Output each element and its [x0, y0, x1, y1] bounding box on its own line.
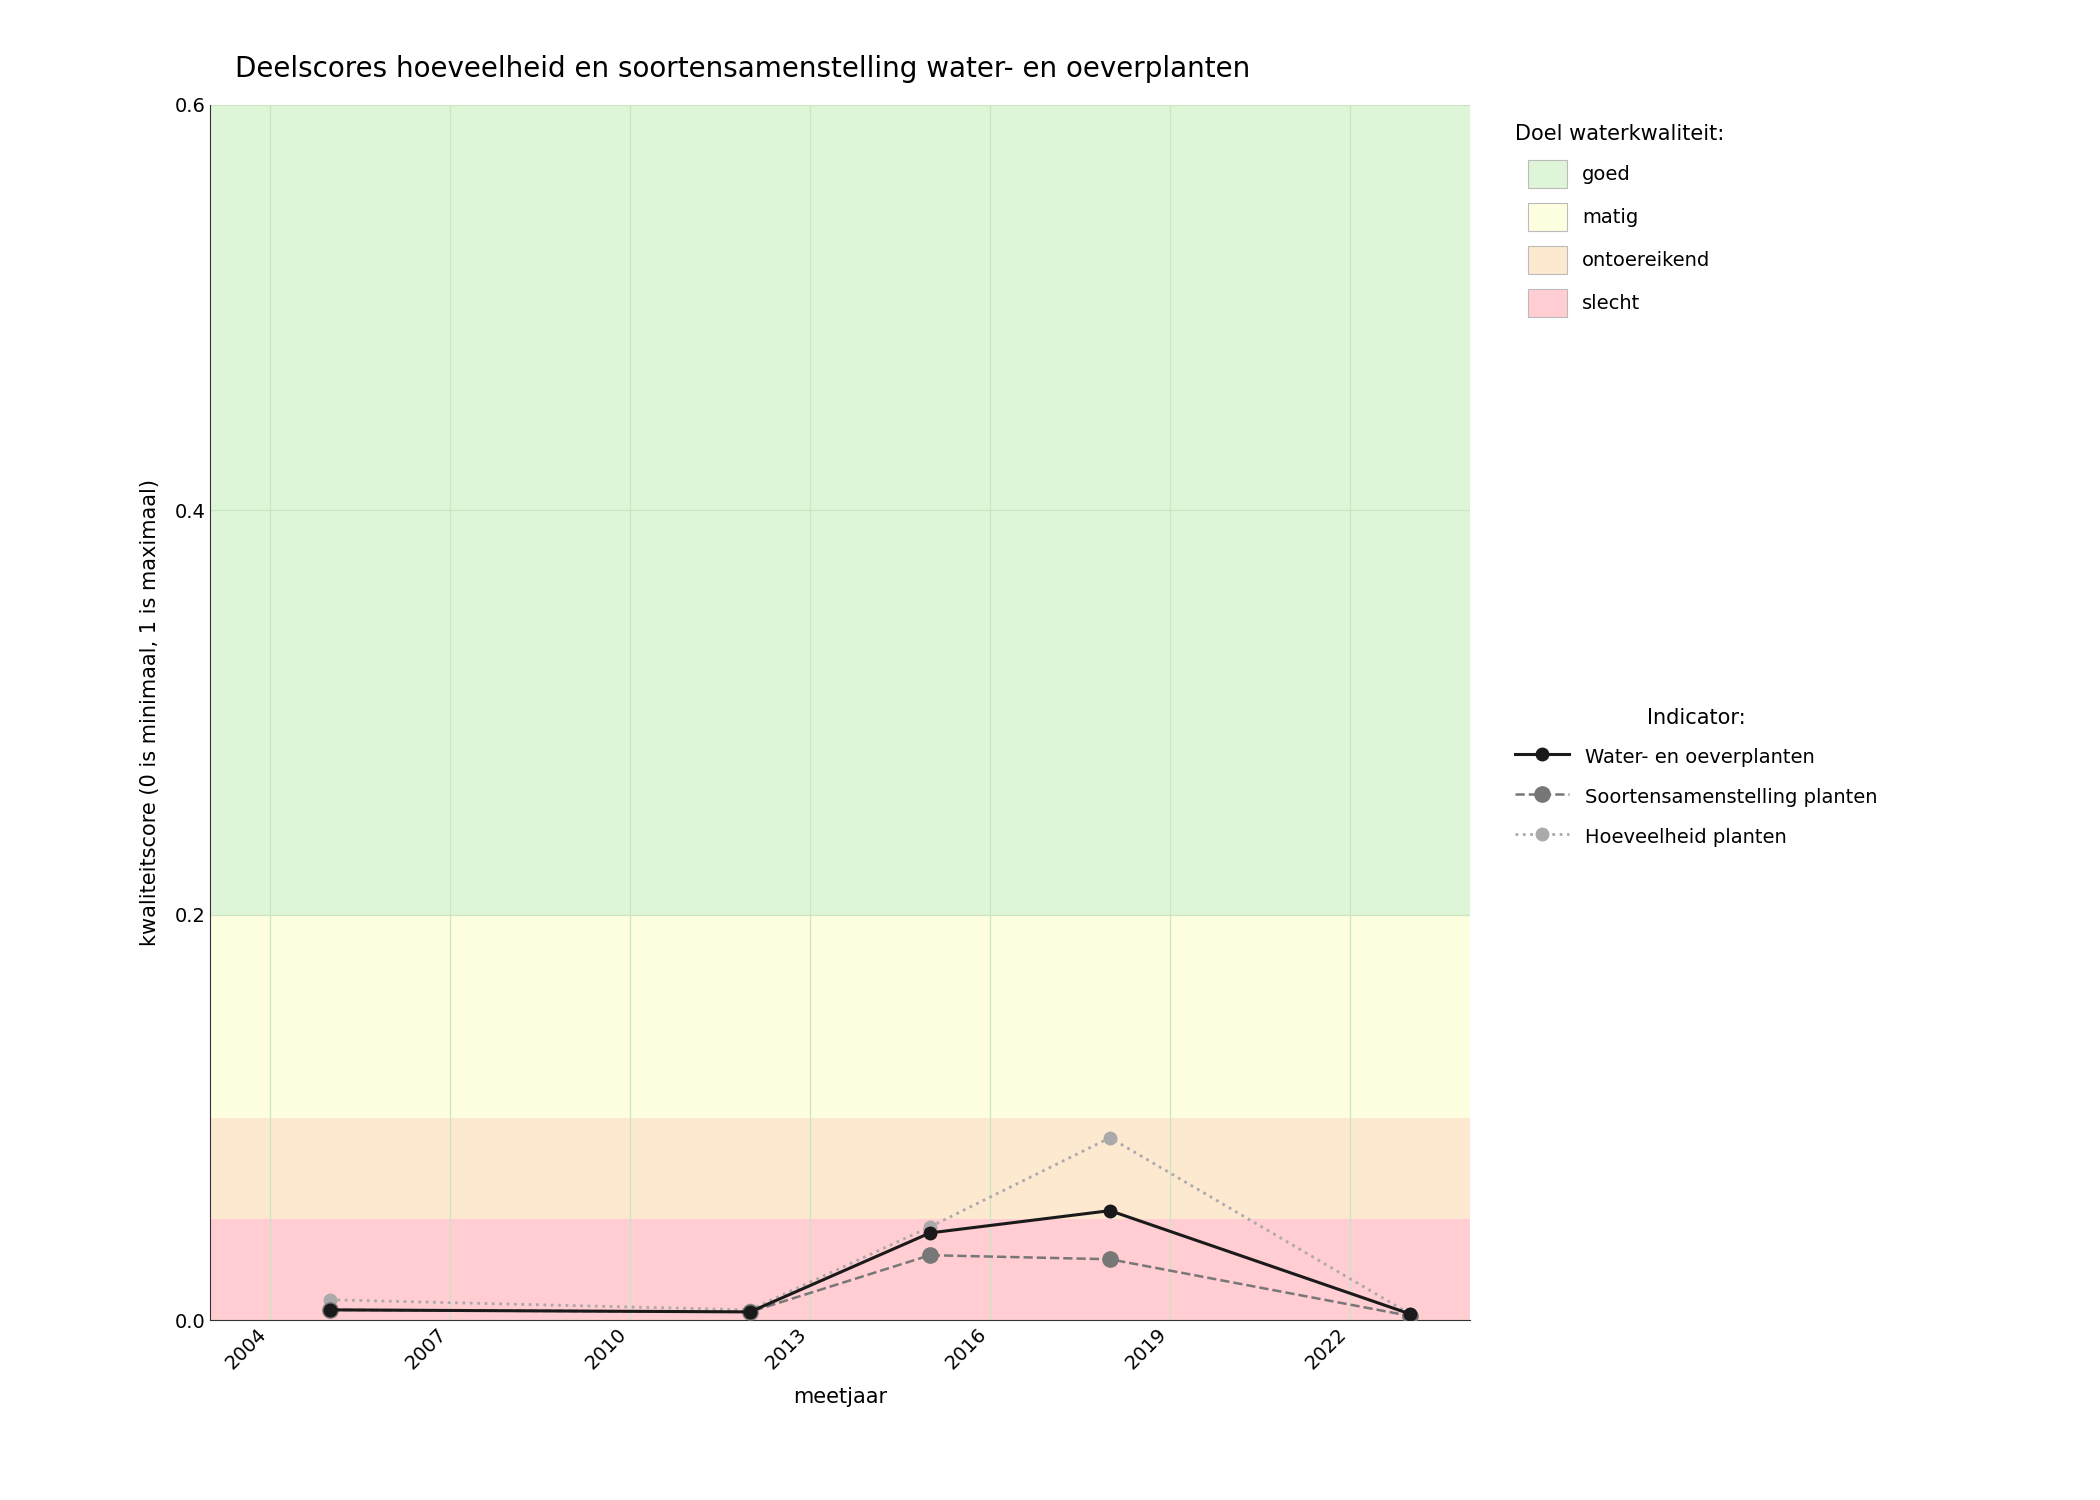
Bar: [210, 1218, 1470, 1320]
Bar: [210, 915, 1470, 1118]
X-axis label: meetjaar: meetjaar: [794, 1388, 886, 1407]
Text: Deelscores hoeveelheid en soortensamenstelling water- en oeverplanten: Deelscores hoeveelheid en soortensamenst…: [235, 56, 1250, 82]
Legend: Water- en oeverplanten, Soortensamenstelling planten, Hoeveelheid planten: Water- en oeverplanten, Soortensamenstel…: [1506, 698, 1888, 856]
Bar: [210, 1118, 1470, 1218]
Y-axis label: kwaliteitscore (0 is minimaal, 1 is maximaal): kwaliteitscore (0 is minimaal, 1 is maxi…: [141, 478, 160, 946]
Bar: [210, 105, 1470, 915]
